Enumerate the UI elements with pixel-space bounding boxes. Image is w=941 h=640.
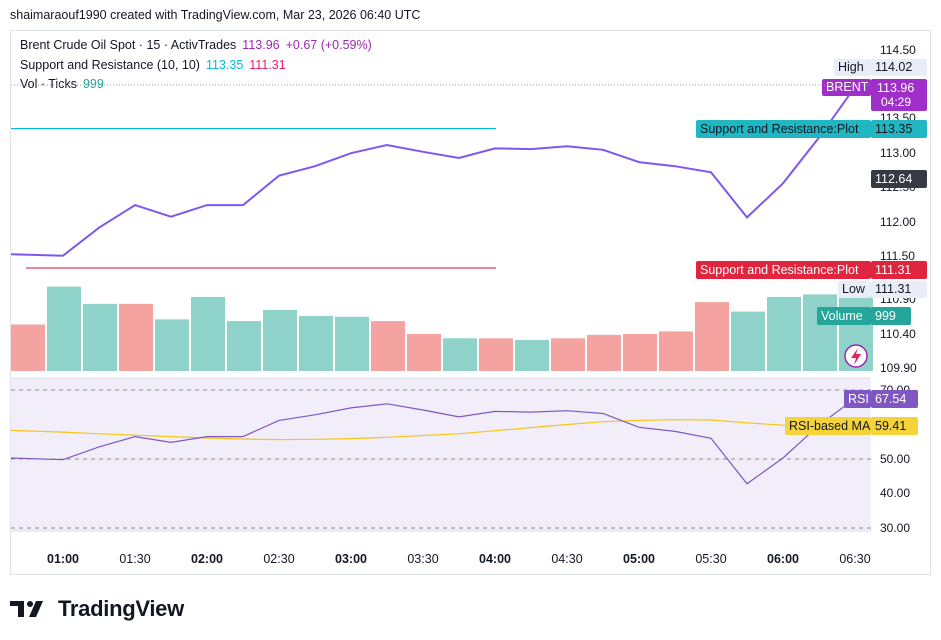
legend-sr-name: Support and Resistance (10, 10)	[20, 58, 200, 72]
legend-instrument: Brent Crude Oil Spot · 15 · ActivTrades	[20, 38, 237, 52]
legend-vol-row[interactable]: Vol · Ticks 999	[20, 77, 110, 91]
legend-sr-high: 113.35	[205, 58, 244, 72]
legend-vol-name: Vol · Ticks	[20, 77, 77, 91]
legend-sr-row[interactable]: Support and Resistance (10, 10) 113.35 111…	[20, 58, 292, 72]
legend-change: +0.67 (+0.59%)	[285, 38, 372, 52]
legend-rsi-ma-value: 59.41	[145, 381, 178, 395]
tradingview-mark-icon	[10, 601, 43, 617]
chart-frame	[10, 30, 931, 575]
legend-vol-value: 999	[82, 77, 104, 91]
legend-rsi-row[interactable]: RSI (14, close) 67.54 59.41	[20, 381, 183, 395]
legend-sr-low: 111.31	[249, 58, 286, 72]
legend-price: 113.96	[242, 38, 280, 52]
tradingview-logo[interactable]: TradingView	[10, 596, 184, 622]
legend-instrument-row[interactable]: Brent Crude Oil Spot · 15 · ActivTrades 1…	[20, 38, 378, 52]
legend-rsi-name: RSI (14, close)	[20, 381, 103, 395]
legend-rsi-value: 67.54	[108, 381, 140, 395]
tradingview-brand: TradingView	[58, 596, 184, 621]
chart-credit: shaimaraouf1990 created with TradingView…	[10, 8, 421, 22]
